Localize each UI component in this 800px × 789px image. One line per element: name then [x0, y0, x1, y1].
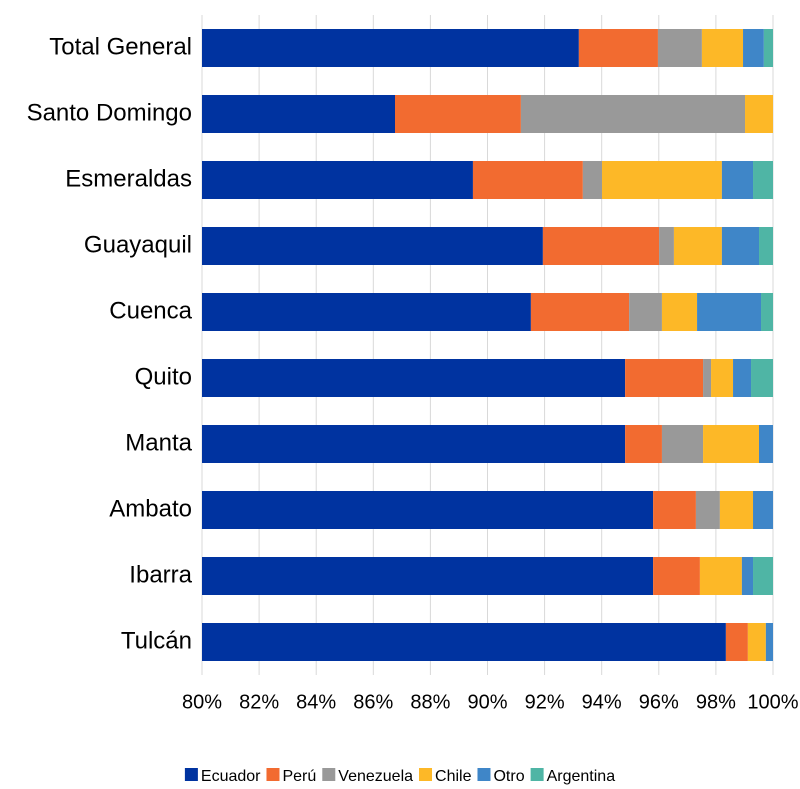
bar-segment — [725, 623, 748, 661]
bar-segment — [653, 491, 696, 529]
bar-segment — [721, 161, 754, 199]
x-tick-label: 100% — [747, 691, 798, 713]
bar-segment — [202, 557, 654, 595]
x-tick-label: 86% — [353, 691, 393, 713]
bars — [202, 29, 773, 661]
bar-segment — [703, 359, 712, 397]
x-tick-label: 92% — [525, 691, 565, 713]
legend-swatch — [419, 768, 433, 781]
legend: Ecuador Perú Venezuela Chile Otro Argentina — [184, 768, 616, 785]
bar-segment — [582, 161, 602, 199]
bar-segment — [695, 491, 720, 529]
bar-segment — [673, 227, 722, 265]
bar-segment — [719, 491, 754, 529]
y-tick-label: Guayaquil — [84, 231, 192, 258]
y-tick-label: Cuenca — [109, 297, 192, 324]
bar-segment — [733, 359, 752, 397]
bar-segment — [741, 557, 754, 595]
bar-segment — [711, 359, 734, 397]
bar-segment — [202, 359, 626, 397]
y-tick-label: Ibarra — [129, 561, 192, 588]
bar-segment — [753, 491, 773, 529]
bar-segment — [202, 293, 531, 331]
bar-segment — [394, 95, 521, 133]
bar-segment — [751, 359, 773, 397]
bar-segment — [542, 227, 660, 265]
bar-segment — [747, 623, 766, 661]
bar-segment — [753, 557, 773, 595]
bar-segment — [753, 161, 773, 199]
bar-segment — [699, 557, 742, 595]
legend-label: Otro — [493, 768, 524, 785]
bar-segment — [765, 623, 773, 661]
bar-segment — [701, 29, 744, 67]
x-tick-label: 84% — [296, 691, 336, 713]
bar-segment — [763, 29, 773, 67]
x-tick-label: 94% — [582, 691, 622, 713]
bar-segment — [202, 161, 473, 199]
y-tick-label: Quito — [135, 363, 192, 390]
legend-swatch — [477, 768, 491, 781]
legend-label: Chile — [435, 768, 472, 785]
bar-segment — [625, 425, 662, 463]
bar-segment — [202, 29, 579, 67]
y-tick-label: Tulcán — [121, 627, 192, 654]
bar-segment — [472, 161, 583, 199]
x-tick-label: 88% — [410, 691, 450, 713]
bar-segment — [745, 95, 773, 133]
bar-segment — [578, 29, 658, 67]
bar-segment — [721, 227, 760, 265]
bar-segment — [202, 425, 626, 463]
bar-segment — [629, 293, 662, 331]
bar-segment — [743, 29, 764, 67]
bar-segment — [659, 227, 674, 265]
y-tick-label: Santo Domingo — [27, 99, 192, 126]
bar-segment — [530, 293, 630, 331]
bar-segment — [653, 557, 700, 595]
bar-segment — [520, 95, 746, 133]
bar-segment — [661, 293, 698, 331]
bar-segment — [657, 29, 702, 67]
bar-segment — [661, 425, 704, 463]
bar-segment — [202, 491, 654, 529]
bar-segment — [202, 227, 543, 265]
y-tick-label: Ambato — [109, 495, 192, 522]
bar-segment — [202, 95, 395, 133]
legend-label: Ecuador — [201, 768, 261, 785]
x-tick-label: 82% — [239, 691, 279, 713]
legend-label: Perú — [282, 768, 316, 785]
y-tick-label: Total General — [49, 33, 192, 60]
bar-segment — [759, 425, 773, 463]
bar-segment — [697, 293, 762, 331]
legend-swatch — [322, 768, 336, 781]
legend-swatch — [266, 768, 280, 781]
bar-segment — [601, 161, 722, 199]
bar-segment — [625, 359, 704, 397]
y-tick-label: Esmeraldas — [65, 165, 192, 192]
legend-label: Argentina — [547, 768, 616, 785]
legend-label: Venezuela — [338, 768, 413, 785]
legend-swatch — [184, 768, 198, 781]
x-tick-label: 96% — [639, 691, 679, 713]
bar-segment — [759, 227, 773, 265]
y-tick-label: Manta — [125, 429, 192, 456]
x-tick-label: 90% — [467, 691, 507, 713]
x-tick-label: 98% — [696, 691, 736, 713]
bar-segment — [703, 425, 760, 463]
legend-swatch — [530, 768, 544, 781]
x-tick-label: 80% — [182, 691, 222, 713]
bar-segment — [202, 623, 726, 661]
bar-segment — [761, 293, 773, 331]
